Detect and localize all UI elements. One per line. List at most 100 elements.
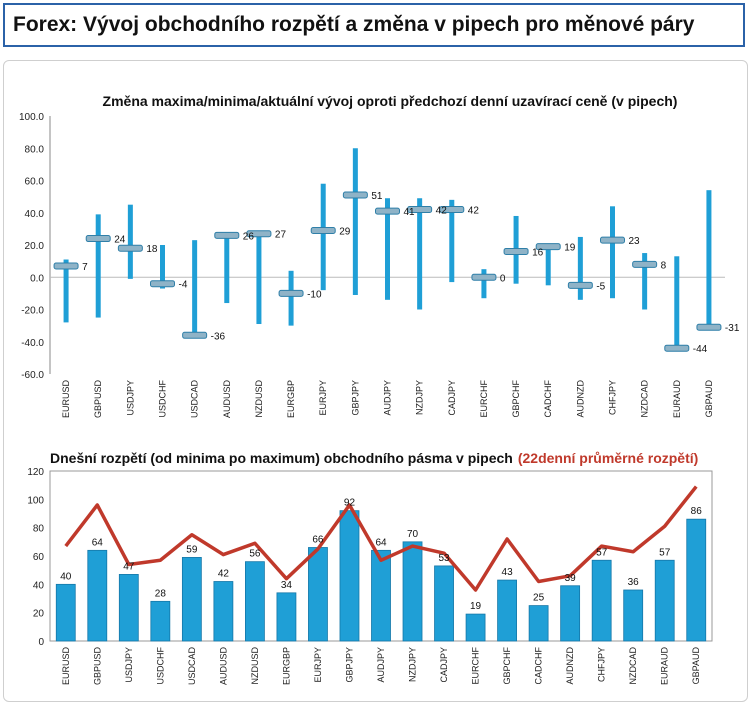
range-bar xyxy=(63,259,69,323)
range-value-bar xyxy=(686,518,707,642)
range-bar xyxy=(320,183,326,291)
range-chart-category-label: GBPCHF xyxy=(511,380,521,418)
current-value-label: 29 xyxy=(339,226,351,237)
range-chart-category-label: EURUSD xyxy=(61,380,71,419)
range-chart-category-label: AUDJPY xyxy=(383,380,393,416)
range-bar xyxy=(288,270,294,326)
current-marker xyxy=(375,207,400,215)
range-chart-category-label: AUDNZD xyxy=(575,380,585,418)
range-value-bar xyxy=(118,574,139,642)
range-bar xyxy=(95,214,101,318)
current-value-label: 23 xyxy=(629,236,641,247)
range-bar xyxy=(352,148,358,295)
range-chart-category-label: EURGBP xyxy=(286,380,296,418)
range-chart-category-label: USDJPY xyxy=(125,380,135,416)
current-marker xyxy=(278,289,304,297)
range-bar xyxy=(192,240,198,336)
range-bar xyxy=(127,204,133,279)
range-value-bar xyxy=(654,559,675,642)
range-bar xyxy=(449,199,455,283)
range-chart-category-label: GBPAUD xyxy=(704,380,714,418)
range-bar xyxy=(224,232,230,304)
bar-chart: Dnešní rozpětí (od minima po maximum) ob… xyxy=(27,450,713,686)
bar-value-label: 56 xyxy=(249,549,261,560)
current-marker xyxy=(182,331,208,339)
current-value-label: -36 xyxy=(211,331,226,342)
current-value-label: 7 xyxy=(82,262,88,273)
range-chart-ytick-label: -60.0 xyxy=(21,370,44,381)
range-bar xyxy=(256,233,262,325)
bar-chart-category-label: EURCHF xyxy=(471,646,481,684)
range-bar xyxy=(481,269,487,299)
range-bar xyxy=(385,198,390,300)
current-value-label: 0 xyxy=(500,273,506,284)
bar-value-label: 36 xyxy=(628,577,640,588)
current-value-label: 41 xyxy=(404,207,416,218)
range-chart-category-label: EURJPY xyxy=(318,380,328,416)
bar-value-label: 66 xyxy=(312,535,324,546)
range-chart-category-label: GBPJPY xyxy=(350,380,360,416)
range-chart-title: Změna maxima/minima/aktuální vývoj oprot… xyxy=(103,93,678,109)
range-chart-ytick-label: 80.0 xyxy=(25,144,45,155)
current-value-label: 27 xyxy=(275,230,287,241)
current-marker xyxy=(342,191,368,199)
bar-value-label: 57 xyxy=(659,547,671,558)
current-marker xyxy=(310,226,336,234)
current-marker xyxy=(117,244,143,252)
range-chart-category-label: EURCHF xyxy=(479,379,489,417)
current-value-label: 16 xyxy=(532,247,544,258)
bar-chart-title-secondary: (22denní průměrné rozpětí) xyxy=(518,450,698,466)
range-bar xyxy=(706,190,712,328)
current-value-label: 18 xyxy=(146,244,158,255)
bar-chart-category-label: GBPUSD xyxy=(92,647,102,686)
current-marker xyxy=(85,235,111,243)
current-value-label: -31 xyxy=(725,323,740,334)
range-value-bar xyxy=(497,579,517,642)
range-value-bar xyxy=(371,549,391,642)
range-value-bar xyxy=(87,549,108,642)
range-value-bar xyxy=(276,592,297,642)
range-value-bar xyxy=(339,510,360,642)
bar-chart-category-label: GBPJPY xyxy=(344,647,354,683)
bar-chart-ytick-label: 100 xyxy=(27,495,44,506)
current-marker xyxy=(246,230,272,238)
range-chart-ytick-label: 20.0 xyxy=(25,241,45,252)
bar-value-label: 34 xyxy=(281,580,293,591)
bar-chart-category-label: NZDUSD xyxy=(250,647,260,685)
bar-value-label: 25 xyxy=(533,593,545,604)
bar-value-label: 64 xyxy=(375,537,387,548)
bar-value-label: 53 xyxy=(438,553,450,564)
range-chart-ytick-label: -20.0 xyxy=(21,306,44,317)
range-chart-ytick-label: 40.0 xyxy=(25,209,45,220)
page-title: Forex: Vývoj obchodního rozpětí a změna … xyxy=(13,13,695,36)
current-marker xyxy=(439,206,465,214)
range-value-bar xyxy=(465,613,486,642)
current-value-label: 19 xyxy=(564,243,576,254)
current-value-label: -10 xyxy=(307,289,322,300)
bar-chart-category-label: EURAUD xyxy=(660,647,670,686)
range-chart-ytick-label: 0.0 xyxy=(30,273,44,284)
current-value-label: -5 xyxy=(596,281,605,292)
range-chart: Změna maxima/minima/aktuální vývoj oprot… xyxy=(19,93,740,419)
bar-chart-title: Dnešní rozpětí (od minima po maximum) ob… xyxy=(50,450,698,466)
bar-chart-ytick-label: 80 xyxy=(33,524,45,535)
range-chart-ytick-label: 100.0 xyxy=(19,112,44,123)
range-value-bar xyxy=(245,561,265,642)
current-marker xyxy=(53,262,79,270)
bar-value-label: 70 xyxy=(407,529,419,540)
current-marker xyxy=(632,260,658,268)
bar-chart-ytick-label: 0 xyxy=(38,637,44,648)
bar-value-label: 19 xyxy=(470,601,482,612)
range-chart-category-label: EURAUD xyxy=(672,380,682,419)
range-value-bar xyxy=(181,557,202,642)
bar-chart-category-label: GBPAUD xyxy=(691,647,701,685)
range-chart-category-label: CHFJPY xyxy=(608,380,618,415)
current-marker xyxy=(664,344,690,352)
header-box: Forex: Vývoj obchodního rozpětí a změna … xyxy=(3,3,745,47)
range-chart-category-label: NZDJPY xyxy=(415,380,425,415)
current-marker xyxy=(471,273,497,281)
bar-chart-category-label: USDCHF xyxy=(155,646,165,684)
range-value-bar xyxy=(213,581,234,642)
bar-chart-category-label: GBPCHF xyxy=(502,647,512,685)
bar-value-label: 39 xyxy=(565,573,577,584)
